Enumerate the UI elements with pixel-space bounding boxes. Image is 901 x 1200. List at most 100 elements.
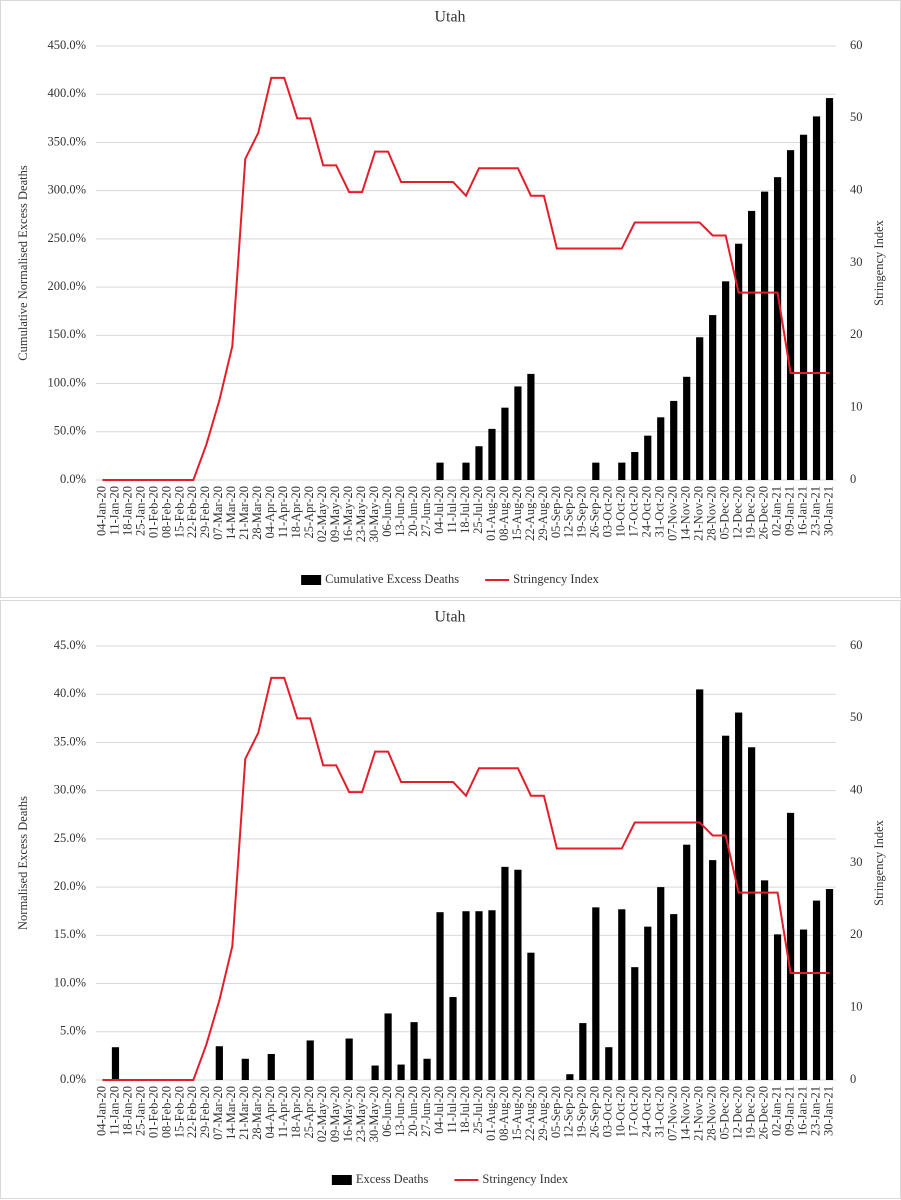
y2-tick-label: 0 (850, 472, 856, 486)
x-tick-label: 10-Oct-20 (614, 486, 628, 537)
x-tick-label: 15-Feb-20 (172, 486, 186, 538)
legend-label: Excess Deaths (356, 1172, 429, 1186)
x-tick-label: 11-Apr-20 (276, 1086, 290, 1138)
y-tick-label: 10.0% (54, 975, 86, 989)
y2-tick-label: 10 (850, 400, 863, 414)
y2-tick-label: 60 (850, 638, 863, 652)
bar (475, 911, 483, 1080)
x-tick-label: 11-Apr-20 (276, 486, 290, 538)
y2-tick-label: 40 (850, 783, 863, 797)
x-tick-label: 04-Jan-20 (94, 486, 108, 536)
x-tick-label: 29-Aug-20 (536, 1086, 550, 1141)
x-tick-label: 10-Oct-20 (614, 1086, 628, 1137)
x-tick-label: 01-Feb-20 (146, 486, 160, 538)
x-tick-label: 08-Aug-20 (497, 486, 511, 541)
x-tick-label: 06-Jun-20 (380, 486, 394, 537)
y-tick-label: 0.0% (60, 472, 86, 486)
y2-tick-label: 10 (850, 1000, 863, 1014)
bar (462, 462, 470, 480)
x-tick-label: 13-Jun-20 (393, 1086, 407, 1137)
x-tick-label: 29-Aug-20 (536, 486, 550, 541)
x-tick-label: 30-May-20 (367, 486, 381, 542)
x-tick-label: 18-Jan-20 (120, 1086, 134, 1136)
x-tick-label: 21-Nov-20 (692, 1086, 706, 1141)
bar (241, 1058, 249, 1080)
x-tick-label: 08-Aug-20 (497, 1086, 511, 1141)
line (102, 676, 830, 1081)
bar (696, 689, 704, 1080)
bar (566, 1074, 574, 1080)
x-tick-label: 12-Sep-20 (562, 1086, 576, 1138)
x-tick-label: 07-Mar-20 (211, 1086, 225, 1140)
bar (488, 910, 496, 1080)
x-tick-label: 11-Jan-20 (107, 1086, 121, 1136)
bar (760, 191, 769, 480)
bar (709, 315, 717, 480)
y2-tick-label: 20 (850, 327, 863, 341)
x-tick-label: 15-Aug-20 (510, 486, 524, 541)
x-tick-label: 16-May-20 (341, 486, 355, 542)
x-tick-label: 12-Dec-20 (731, 486, 745, 539)
x-tick-label: 09-Jan-21 (782, 1086, 796, 1136)
bar (722, 281, 730, 480)
x-tick-label: 26-Sep-20 (588, 1086, 602, 1138)
bar (644, 435, 652, 480)
bar (670, 400, 678, 480)
bar (267, 1053, 275, 1080)
bar (735, 243, 743, 480)
bar (306, 1040, 314, 1080)
y-tick-label: 50.0% (54, 424, 86, 438)
legend-label: Cumulative Excess Deaths (325, 572, 459, 586)
bar (644, 926, 652, 1080)
y-tick-label: 100.0% (47, 375, 86, 389)
x-tick-label: 04-Jul-20 (432, 486, 446, 534)
bar (735, 712, 743, 1080)
x-tick-label: 02-May-20 (315, 1086, 329, 1142)
bar (527, 373, 535, 480)
x-tick-label: 31-Oct-20 (653, 1086, 667, 1137)
line (102, 76, 830, 481)
chart-title: Utah (434, 9, 465, 26)
x-tick-label: 24-Oct-20 (640, 486, 654, 537)
y-tick-label: 20.0% (54, 879, 86, 893)
y2-tick-label: 50 (850, 110, 863, 124)
x-tick-label: 05-Sep-20 (549, 486, 563, 538)
bar (592, 462, 600, 480)
x-tick-label: 19-Dec-20 (743, 486, 757, 539)
y-tick-label: 30.0% (54, 783, 86, 797)
x-tick-label: 16-Jan-21 (795, 1086, 809, 1136)
x-tick-label: 19-Sep-20 (575, 1086, 589, 1138)
x-tick-label: 23-May-20 (354, 1086, 368, 1142)
x-tick-label: 27-Jun-20 (419, 486, 433, 537)
x-tick-label: 25-Apr-20 (302, 486, 316, 539)
x-tick-label: 13-Jun-20 (393, 486, 407, 537)
x-tick-label: 07-Mar-20 (211, 486, 225, 540)
x-tick-label: 11-Jul-20 (445, 486, 459, 533)
bar (748, 210, 756, 481)
x-tick-label: 17-Oct-20 (627, 1086, 641, 1137)
y-tick-label: 35.0% (54, 734, 86, 748)
bar (825, 889, 834, 1080)
bar (410, 1022, 418, 1080)
y2-axis-label: Stringency Index (872, 819, 886, 905)
x-tick-label: 08-Feb-20 (159, 486, 173, 538)
x-tick-label: 30-Jan-21 (821, 486, 835, 536)
bar (436, 912, 444, 1080)
x-tick-label: 09-Jan-21 (782, 486, 796, 536)
x-tick-label: 05-Sep-20 (549, 1086, 563, 1138)
y-axis-label: Normalised Excess Deaths (16, 796, 30, 930)
x-tick-label: 06-Jun-20 (380, 1086, 394, 1137)
bar (683, 376, 691, 480)
x-tick-label: 15-Aug-20 (510, 1086, 524, 1141)
y-tick-label: 300.0% (47, 183, 86, 197)
bar (475, 446, 483, 480)
x-tick-label: 01-Feb-20 (146, 1086, 160, 1138)
x-tick-label: 19-Sep-20 (575, 486, 589, 538)
x-tick-label: 09-May-20 (328, 1086, 342, 1142)
x-tick-label: 08-Feb-20 (159, 1086, 173, 1138)
x-tick-label: 30-Jan-21 (821, 1086, 835, 1136)
x-tick-label: 19-Dec-20 (743, 1086, 757, 1139)
bar (670, 914, 678, 1080)
x-tick-label: 17-Oct-20 (627, 486, 641, 537)
